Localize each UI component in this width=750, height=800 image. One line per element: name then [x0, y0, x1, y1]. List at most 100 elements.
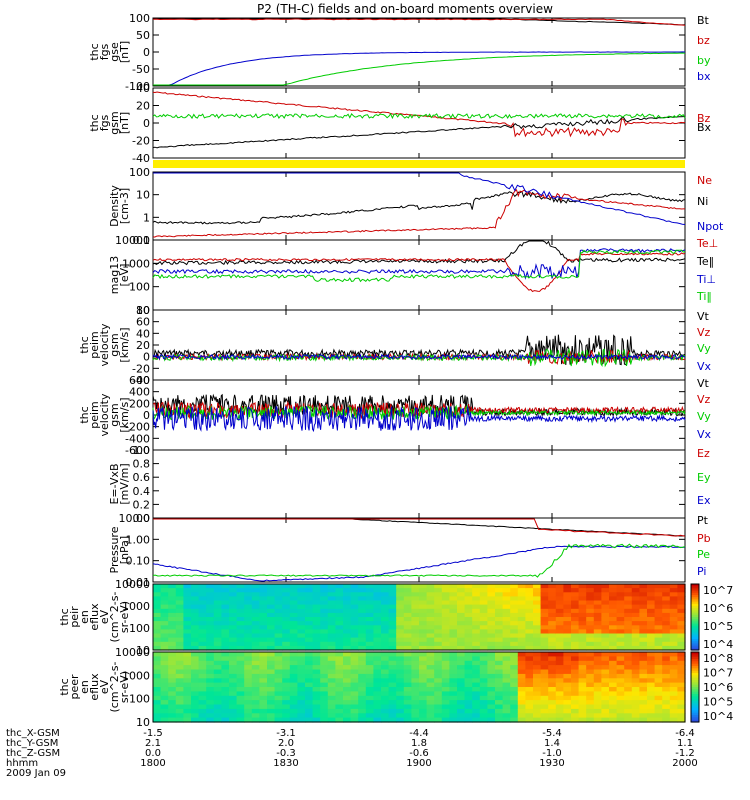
spectrogram-cell [540, 588, 549, 593]
spectrogram-cell [593, 678, 602, 684]
spectrogram-cell [175, 669, 184, 675]
spectrogram-cell [335, 687, 344, 692]
spectrogram-cell [631, 592, 640, 597]
spectrogram-cell [472, 695, 481, 701]
spectrogram-cell [160, 682, 169, 688]
spectrogram-cell [563, 621, 572, 626]
spectrogram-cell [555, 704, 564, 710]
spectrogram-cell [350, 625, 359, 630]
electron-colorbar-cell [691, 654, 699, 658]
spectrogram-cell [601, 637, 610, 643]
spectrogram-cell [502, 637, 511, 643]
velocity_i-ytick-label: 400 [129, 386, 150, 399]
spectrogram-cell [654, 637, 663, 643]
spectrogram-cell [259, 604, 268, 610]
spectrogram-cell [624, 652, 633, 657]
spectrogram-cell [510, 633, 519, 639]
spectrogram-cell [571, 588, 580, 593]
spectrogram-cell [358, 600, 367, 606]
spectrogram-cell [540, 717, 549, 723]
spectrogram-cell [358, 588, 367, 593]
spectrogram-cell [289, 641, 298, 647]
spectrogram-cell [639, 608, 648, 614]
spectrogram-cell [229, 608, 238, 614]
velocity_i-ytick-label: 600 [129, 374, 150, 387]
spectrogram-cell [297, 682, 306, 688]
spectrogram-cell [441, 604, 450, 610]
spectrogram-cell [168, 600, 177, 606]
spectrogram-cell [502, 704, 511, 710]
spectrogram-cell [647, 608, 656, 614]
spectrogram-cell [411, 704, 420, 710]
spectrogram-cell [183, 713, 192, 719]
spectrogram-cell [274, 700, 283, 706]
spectrogram-cell [381, 637, 390, 643]
spectrogram-cell [282, 660, 291, 666]
spectrogram-cell [578, 629, 587, 635]
spectrogram-cell [350, 645, 359, 651]
spectrogram-cell [555, 645, 564, 651]
spectrogram-cell [669, 660, 678, 666]
spectrogram-cell [312, 641, 321, 647]
spectrogram-cell [282, 652, 291, 657]
spectrogram-cell [624, 673, 633, 679]
spectrogram-cell [548, 708, 557, 714]
spectrogram-cell [517, 652, 526, 657]
spectrogram-cell [221, 665, 230, 671]
spectrogram-cell [229, 652, 238, 657]
spectrogram-cell [487, 596, 496, 602]
spectrogram-cell [274, 645, 283, 651]
spectrogram-cell [677, 596, 686, 602]
velocity_e-ylabel: [km/s] [118, 327, 131, 362]
spectrogram-cell [533, 678, 542, 684]
spectrogram-cell [601, 704, 610, 710]
spectrogram-cell [548, 604, 557, 610]
spectrogram-cell [479, 600, 488, 606]
spectrogram-cell [624, 713, 633, 719]
ion-spectrogram-frame [152, 583, 686, 651]
spectrogram-cell [616, 592, 625, 597]
spectrogram-cell [403, 645, 412, 651]
spectrogram-cell [609, 633, 618, 639]
spectrogram-cell [213, 592, 222, 597]
spectrogram-cell [555, 621, 564, 626]
spectrogram-cell [449, 612, 458, 618]
spectrogram-cell [571, 633, 580, 639]
spectrogram-cell [267, 660, 276, 666]
spectrogram-cell [297, 604, 306, 610]
spectrogram-cell [555, 695, 564, 701]
spectrogram-cell [403, 695, 412, 701]
spectrogram-cell [434, 641, 443, 647]
spectrogram-cell [654, 669, 663, 675]
spectrogram-cell [495, 682, 504, 688]
spectrogram-cell [305, 652, 314, 657]
series-Bx [152, 115, 685, 149]
spectrogram-cell [259, 596, 268, 602]
ion-colorbar-cell [691, 617, 699, 620]
spectrogram-cell [441, 678, 450, 684]
spectrogram-cell [191, 592, 200, 597]
spectrogram-cell [168, 612, 177, 618]
spectrogram-cell [358, 682, 367, 688]
spectrogram-cell [517, 641, 526, 647]
spectrogram-cell [654, 584, 663, 589]
spectrogram-cell [563, 691, 572, 697]
spectrogram-cell [297, 600, 306, 606]
xaxis-row-label: hhmm [6, 758, 38, 769]
spectrogram-cell [464, 641, 473, 647]
spectrogram-cell [487, 652, 496, 657]
spectrogram-cell [464, 608, 473, 614]
spectrogram-cell [350, 673, 359, 679]
spectrogram-cell [297, 660, 306, 666]
spectrogram-cell [213, 665, 222, 671]
spectrogram-cell [251, 604, 260, 610]
spectrogram-cell [616, 682, 625, 688]
spectrogram-cell [343, 695, 352, 701]
spectrogram-cell [160, 612, 169, 618]
spectrogram-cell [259, 704, 268, 710]
spectrogram-cell [320, 633, 329, 639]
spectrogram-cell [601, 700, 610, 706]
spectrogram-cell [229, 625, 238, 630]
spectrogram-cell [548, 665, 557, 671]
fgs_gse-ytick-label: 0 [143, 46, 150, 59]
